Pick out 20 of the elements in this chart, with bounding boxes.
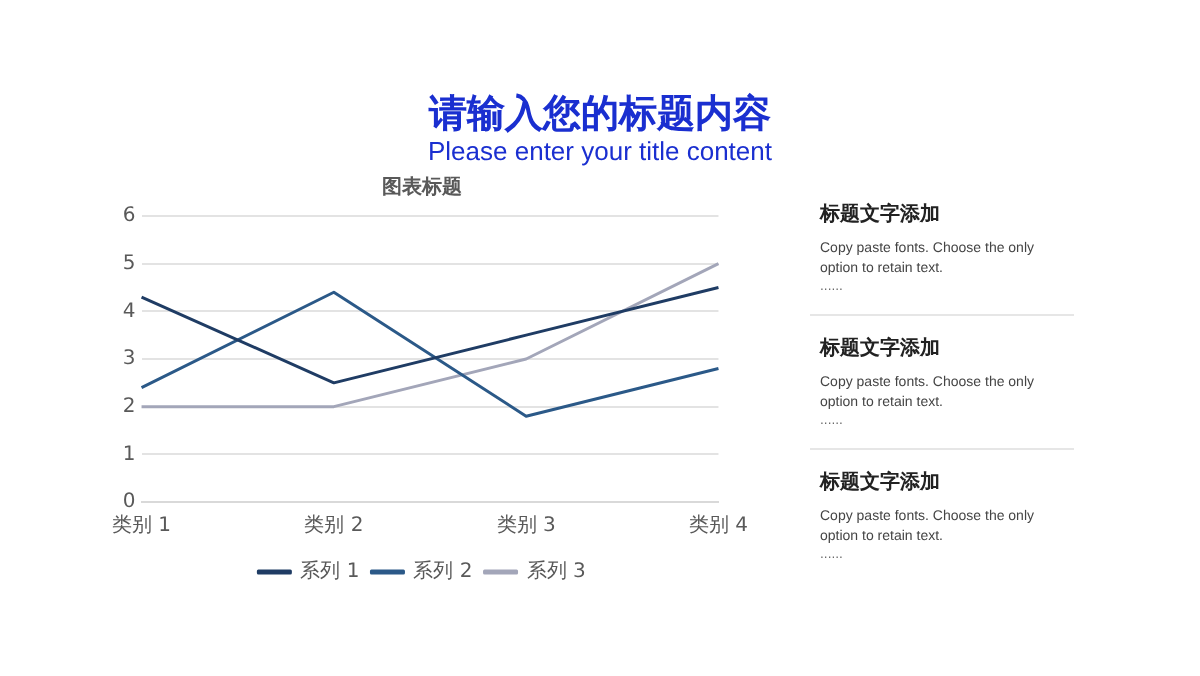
text: Please enter your title content — [426, 136, 774, 166]
legend-label: 系列 1 — [300, 559, 360, 584]
legend-label: 系列 2 — [413, 559, 473, 584]
x-tick-label: 类别 4 — [688, 513, 749, 538]
y-tick-label: 3 — [122, 348, 136, 371]
y-tick-label: 6 — [122, 205, 136, 228]
text: 标题文字添加 — [820, 334, 942, 362]
text: 请输入您的标题内容 — [426, 90, 773, 140]
legend-label: 系列 3 — [526, 559, 586, 584]
chart-title: 图表标题 — [382, 175, 462, 200]
y-tick-label: 1 — [122, 443, 136, 466]
y-tick-label: 0 — [122, 491, 136, 514]
text: 标题文字添加 — [820, 468, 942, 496]
y-tick-label: 5 — [122, 252, 136, 275]
x-tick-label: 类别 1 — [111, 513, 172, 538]
x-tick-label: 类别 2 — [304, 513, 364, 538]
y-tick-label: 2 — [122, 395, 136, 418]
y-tick-label: 4 — [122, 300, 136, 323]
x-tick-label: 类别 3 — [496, 513, 556, 538]
text: 标题文字添加 — [820, 200, 942, 228]
